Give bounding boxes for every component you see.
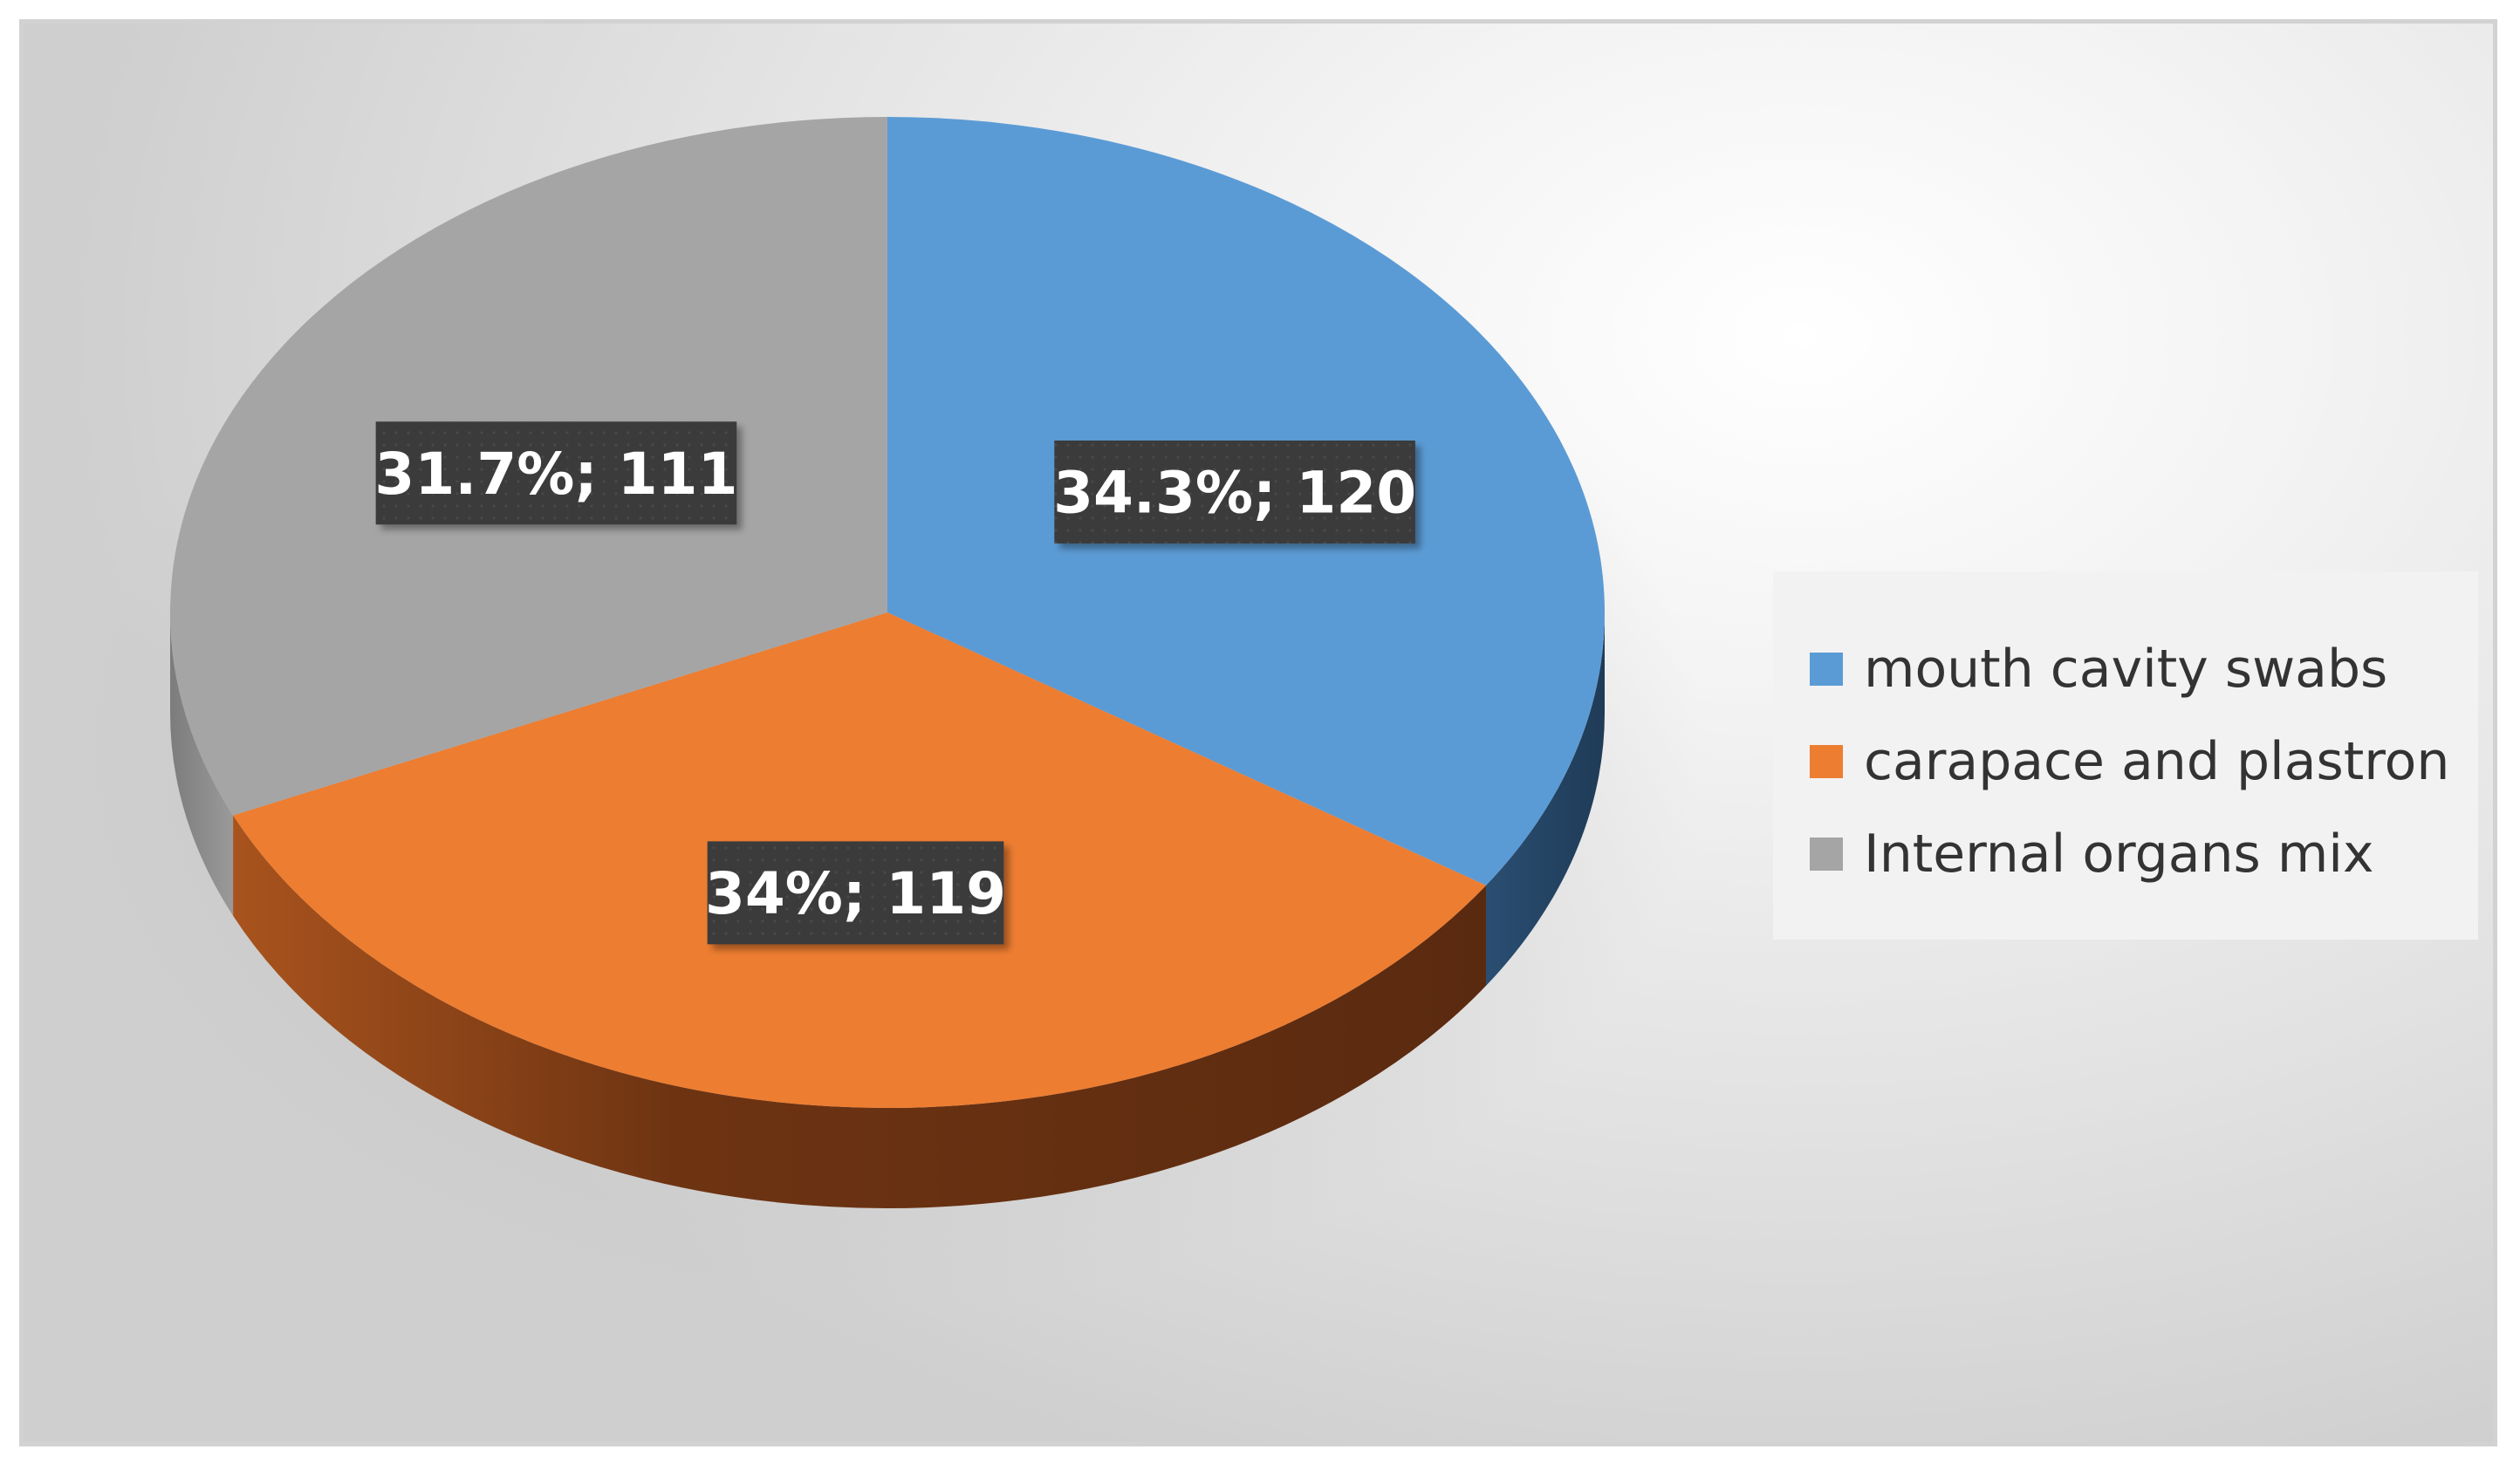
data-label-text: 34%; 119 [705, 860, 1006, 927]
data-label-text: 34.3%; 120 [1053, 460, 1416, 527]
pie-chart: 34.3%; 120 34%; 119 31.7%; 111 [74, 117, 1701, 1304]
pie-slice-side [1486, 612, 1605, 986]
legend-item: Internal organs mix [1773, 793, 2478, 915]
data-label: 31.7%; 111 [374, 421, 738, 525]
data-label-text: 31.7%; 111 [374, 441, 737, 508]
legend-swatch [1810, 653, 1843, 686]
data-label: 34.3%; 120 [1053, 440, 1416, 544]
legend-label: mouth cavity swabs [1864, 639, 2388, 700]
legend-label: Internal organs mix [1864, 824, 2374, 885]
data-label-box [707, 841, 1004, 945]
legend-item: carapace and plastron [1773, 701, 2478, 823]
pie-slice-side [233, 815, 1487, 1208]
chart-area: 34.3%; 120 34%; 119 31.7%; 111 mouth cavit… [19, 19, 2497, 1446]
legend-swatch [1810, 838, 1843, 871]
data-label-box [375, 421, 737, 525]
legend-item: mouth cavity swabs [1773, 608, 2478, 730]
legend: mouth cavity swabs carapace and plastron… [1773, 571, 2478, 940]
pie-slice-side [170, 612, 234, 916]
data-label-box [1054, 440, 1415, 544]
legend-swatch [1810, 745, 1843, 778]
legend-label: carapace and plastron [1864, 731, 2450, 792]
data-label: 34%; 119 [705, 841, 1006, 945]
